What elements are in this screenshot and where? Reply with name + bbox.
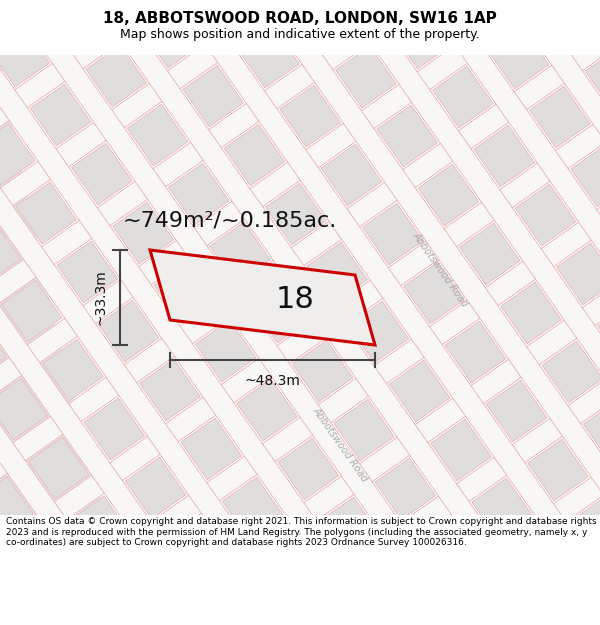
- Polygon shape: [28, 130, 600, 625]
- Polygon shape: [418, 164, 479, 226]
- Polygon shape: [224, 124, 285, 186]
- Polygon shape: [69, 189, 600, 625]
- Polygon shape: [0, 221, 21, 283]
- Polygon shape: [583, 400, 600, 462]
- Polygon shape: [377, 105, 437, 167]
- Polygon shape: [183, 65, 244, 127]
- Polygon shape: [0, 0, 600, 535]
- Polygon shape: [307, 242, 367, 304]
- Polygon shape: [195, 320, 256, 382]
- Polygon shape: [585, 47, 600, 109]
- Polygon shape: [70, 496, 130, 558]
- Polygon shape: [0, 0, 367, 625]
- Polygon shape: [489, 0, 600, 457]
- Polygon shape: [236, 379, 298, 441]
- Polygon shape: [14, 535, 74, 597]
- Polygon shape: [515, 184, 576, 246]
- Polygon shape: [0, 0, 600, 122]
- Polygon shape: [0, 123, 35, 185]
- Text: ~749m²/~0.185ac.: ~749m²/~0.185ac.: [123, 210, 337, 230]
- Polygon shape: [98, 300, 159, 362]
- Polygon shape: [0, 0, 600, 240]
- Polygon shape: [348, 301, 409, 363]
- Polygon shape: [100, 0, 161, 9]
- Polygon shape: [433, 0, 600, 496]
- Polygon shape: [294, 0, 355, 49]
- Polygon shape: [99, 0, 600, 625]
- Polygon shape: [84, 398, 145, 460]
- Polygon shape: [569, 498, 600, 560]
- Polygon shape: [166, 516, 227, 578]
- Polygon shape: [445, 321, 506, 383]
- Text: Abbotswood Road: Abbotswood Road: [311, 406, 370, 484]
- Polygon shape: [210, 222, 271, 284]
- Polygon shape: [0, 0, 600, 299]
- Polygon shape: [251, 281, 312, 343]
- Polygon shape: [292, 340, 353, 402]
- Text: 18, ABBOTSWOOD ROAD, LONDON, SW16 1AP: 18, ABBOTSWOOD ROAD, LONDON, SW16 1AP: [103, 11, 497, 26]
- Text: Contains OS data © Crown copyright and database right 2021. This information is : Contains OS data © Crown copyright and d…: [6, 517, 596, 547]
- Polygon shape: [433, 66, 493, 128]
- Polygon shape: [181, 418, 242, 480]
- Polygon shape: [154, 261, 215, 323]
- Polygon shape: [321, 144, 382, 206]
- Polygon shape: [150, 250, 375, 345]
- Polygon shape: [0, 0, 8, 28]
- Polygon shape: [0, 0, 600, 594]
- Polygon shape: [460, 223, 520, 285]
- Polygon shape: [278, 438, 338, 500]
- Polygon shape: [222, 477, 283, 539]
- Polygon shape: [571, 145, 600, 207]
- Polygon shape: [0, 319, 7, 381]
- Polygon shape: [350, 0, 411, 10]
- Polygon shape: [0, 55, 105, 515]
- Polygon shape: [486, 380, 547, 442]
- Polygon shape: [322, 0, 600, 574]
- Polygon shape: [0, 0, 600, 358]
- Polygon shape: [151, 307, 600, 625]
- Polygon shape: [334, 399, 394, 461]
- Polygon shape: [0, 378, 47, 440]
- Polygon shape: [0, 0, 478, 625]
- Polygon shape: [556, 243, 600, 305]
- Polygon shape: [488, 27, 549, 89]
- Polygon shape: [113, 202, 173, 264]
- Polygon shape: [140, 359, 200, 421]
- Polygon shape: [0, 71, 600, 625]
- Polygon shape: [530, 86, 590, 148]
- Polygon shape: [0, 0, 600, 181]
- Polygon shape: [0, 0, 533, 625]
- Polygon shape: [474, 125, 535, 187]
- Polygon shape: [527, 439, 589, 501]
- Polygon shape: [472, 478, 533, 540]
- Polygon shape: [266, 0, 600, 612]
- Polygon shape: [111, 555, 172, 617]
- Text: Map shows position and indicative extent of the property.: Map shows position and indicative extent…: [120, 28, 480, 41]
- Polygon shape: [335, 46, 396, 108]
- Polygon shape: [265, 183, 326, 245]
- Polygon shape: [501, 282, 562, 344]
- Text: 18: 18: [275, 286, 314, 314]
- Polygon shape: [127, 104, 188, 166]
- Polygon shape: [389, 360, 450, 422]
- Polygon shape: [197, 0, 258, 29]
- Polygon shape: [391, 7, 452, 69]
- Polygon shape: [447, 0, 508, 30]
- Polygon shape: [110, 248, 600, 625]
- Polygon shape: [375, 458, 436, 520]
- Polygon shape: [513, 537, 574, 599]
- Polygon shape: [30, 84, 91, 146]
- Polygon shape: [0, 0, 600, 476]
- Polygon shape: [1, 280, 62, 342]
- Polygon shape: [125, 457, 186, 519]
